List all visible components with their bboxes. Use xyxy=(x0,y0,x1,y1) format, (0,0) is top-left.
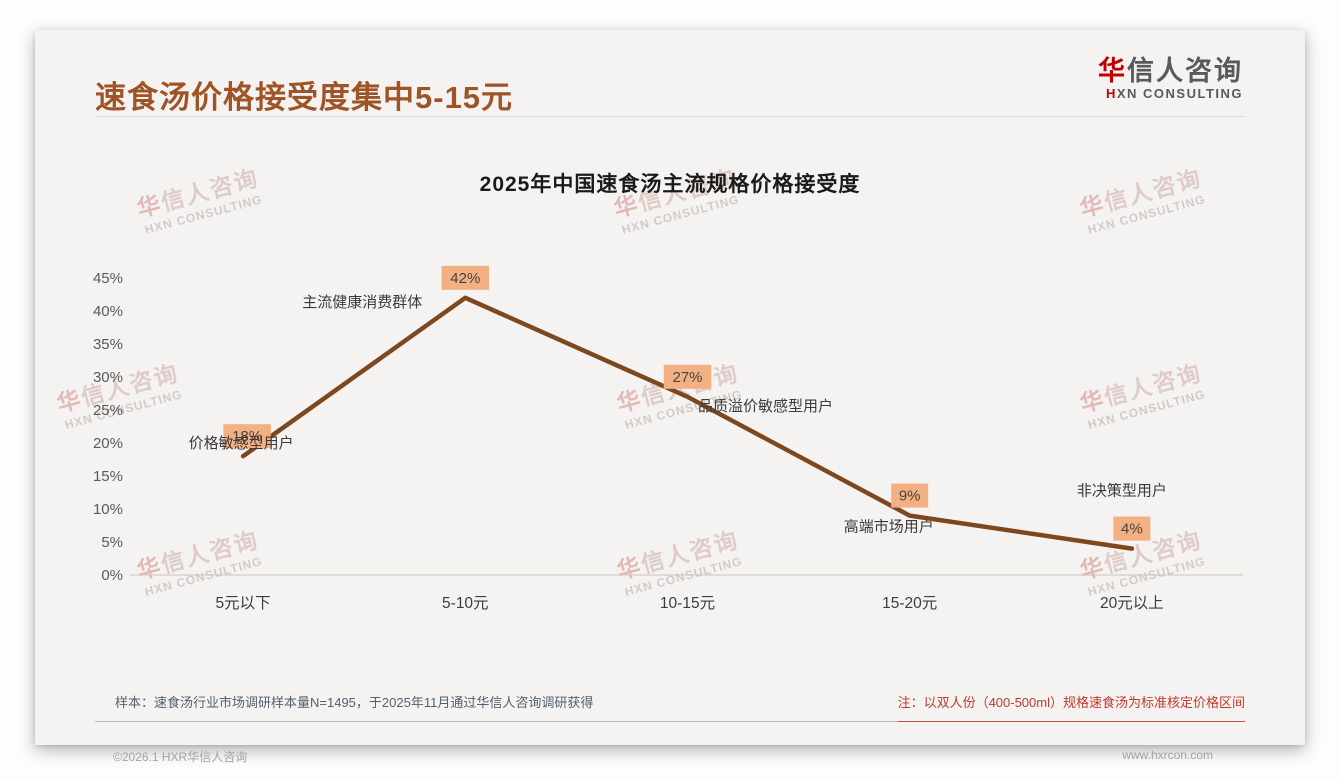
y-axis-tick-label: 15% xyxy=(93,468,123,485)
acceptance-line-series xyxy=(240,295,1135,551)
price-acceptance-chart: 0% 5% 10% 15% 20% 25% 30% 35% 40% 45% 5元以下 5-10元 10-… xyxy=(85,200,1255,620)
header-divider xyxy=(95,116,1245,117)
sample-note: 样本：速食汤行业市场调研样本量N=1495，于2025年11月通过华信人咨询调研… xyxy=(95,692,898,722)
data-label-box xyxy=(223,424,271,449)
data-label-box xyxy=(663,364,712,389)
segment-annotation: 品质溢价敏感型用户 xyxy=(698,398,833,415)
data-label-box xyxy=(891,483,929,508)
segment-annotation: 非决策型用户 xyxy=(1077,483,1167,500)
slide-card: 速食汤价格接受度集中5-15元 华信人咨询 HXN CONSULTING 华信人… xyxy=(35,30,1305,764)
data-label-box xyxy=(1113,516,1151,541)
data-label-value: 4% xyxy=(1121,521,1143,538)
copyright-text: ©2026.1 HXR华信人咨询 xyxy=(113,750,248,764)
chart-title: 2025年中国速食汤主流规格价格接受度 xyxy=(479,173,861,196)
data-label-value: 18% xyxy=(232,428,262,445)
x-axis-category-label: 15-20元 xyxy=(882,595,937,612)
logo-chinese-text: 华信人咨询 xyxy=(1098,56,1243,86)
y-axis-tick-label: 35% xyxy=(93,336,123,353)
y-axis-tick-label: 10% xyxy=(93,501,123,518)
y-axis-tick-label: 25% xyxy=(93,402,123,419)
segment-annotation: 主流健康消费群体 xyxy=(302,294,422,311)
website-text: www.hxrcon.com xyxy=(1122,748,1213,762)
company-logo: 华信人咨询 HXN CONSULTING xyxy=(1098,56,1243,102)
price-line-chart-svg: 0% 5% 10% 15% 20% 25% 30% 35% 40% 45% 5元以下 5-10元 10-… xyxy=(93,265,1243,612)
data-label-value: 42% xyxy=(450,270,480,287)
segment-annotation: 价格敏感型用户 xyxy=(189,435,294,452)
data-label-value: 27% xyxy=(672,369,702,386)
y-axis-tick-label: 30% xyxy=(93,369,123,386)
data-label-value: 9% xyxy=(899,488,921,505)
page-title: 速食汤价格接受度集中5-15元 xyxy=(95,80,514,115)
y-axis-tick-label: 20% xyxy=(93,435,123,452)
logo-english-text: HXN CONSULTING xyxy=(1105,86,1243,102)
data-label-box xyxy=(441,265,490,290)
x-axis-category-label: 5元以下 xyxy=(216,595,271,612)
footer-notes-row: 样本：速食汤行业市场调研样本量N=1495，于2025年11月通过华信人咨询调研… xyxy=(95,692,1245,722)
x-axis-category-label: 10-15元 xyxy=(660,595,715,612)
y-axis-tick-label: 40% xyxy=(93,303,123,320)
y-axis-tick-label: 0% xyxy=(101,567,123,584)
x-axis-category-label: 5-10元 xyxy=(442,595,489,612)
y-axis-tick-label: 5% xyxy=(101,534,123,551)
segment-annotation: 高端市场用户 xyxy=(844,519,934,536)
x-axis-category-label: 20元以上 xyxy=(1100,594,1164,612)
price-basis-note: 注：以双人份（400-500ml）规格速食汤为标准核定价格区间 xyxy=(897,692,1245,722)
y-axis-tick-label: 45% xyxy=(93,270,123,287)
